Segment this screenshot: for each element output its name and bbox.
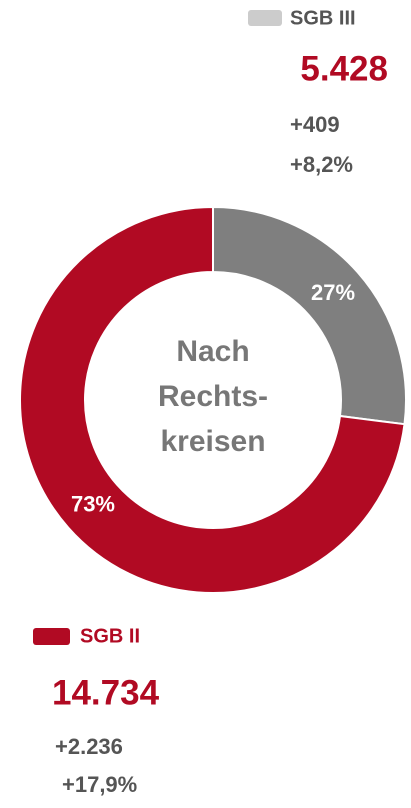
donut-segment bbox=[19, 205, 406, 594]
legend-name: SGB III bbox=[290, 7, 356, 29]
center-label: Nach bbox=[176, 335, 249, 368]
legend-swatch bbox=[248, 10, 282, 26]
center-label: kreisen bbox=[160, 425, 265, 458]
legend-swatch bbox=[33, 628, 70, 645]
center-label: Rechts- bbox=[158, 380, 268, 413]
change: +2.236 bbox=[55, 734, 123, 759]
segment-label: 27% bbox=[311, 280, 355, 305]
change-pct: +17,9% bbox=[62, 772, 137, 797]
count: 5.428 bbox=[300, 49, 388, 88]
donut-segment bbox=[212, 205, 407, 426]
change: +409 bbox=[290, 112, 340, 137]
legend-name: SGB II bbox=[80, 625, 140, 647]
count: 14.734 bbox=[52, 673, 160, 712]
change-pct: +8,2% bbox=[290, 152, 353, 177]
segment-label: 73% bbox=[71, 492, 115, 517]
